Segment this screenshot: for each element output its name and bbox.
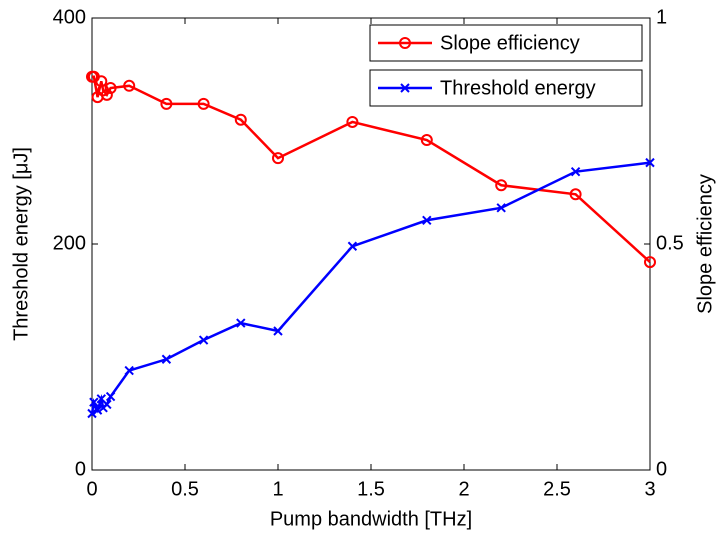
point — [197, 97, 210, 110]
point — [104, 82, 117, 95]
y-tick-label: 400 — [53, 6, 86, 28]
y2-axis-label: Slope efficiency — [694, 174, 716, 314]
point — [569, 188, 582, 201]
point — [198, 335, 209, 345]
point — [236, 318, 246, 328]
y-tick-label: 0 — [75, 458, 86, 480]
point — [644, 256, 656, 269]
point — [422, 215, 432, 225]
point — [272, 152, 284, 165]
x-tick-label: 2 — [458, 478, 469, 500]
x-tick-label: 2.5 — [543, 478, 571, 500]
x-tick-label: 1 — [272, 478, 283, 500]
point — [105, 391, 116, 402]
point — [420, 134, 433, 147]
point — [496, 203, 506, 213]
point — [89, 397, 99, 407]
point — [495, 179, 508, 192]
point — [347, 241, 358, 251]
legend-marker — [400, 83, 410, 93]
y-axis-label: Threshold energy [μJ] — [10, 147, 32, 341]
point — [123, 79, 136, 92]
point — [100, 88, 113, 101]
point — [346, 115, 359, 128]
legend-label: Slope efficiency — [440, 32, 580, 54]
legend-marker — [399, 37, 411, 49]
point — [273, 326, 283, 336]
point — [102, 399, 112, 410]
point — [124, 365, 134, 376]
point — [161, 354, 172, 364]
point — [92, 405, 103, 415]
y2-tick-label: 0.5 — [656, 232, 684, 254]
point — [160, 97, 173, 110]
point — [645, 157, 655, 168]
x-axis-label: Pump bandwidth [THz] — [270, 508, 472, 530]
point — [570, 166, 581, 177]
point — [234, 113, 247, 126]
x-tick-label: 1.5 — [357, 478, 385, 500]
x-tick-label: 3 — [644, 478, 655, 500]
y2-tick-label: 1 — [656, 6, 667, 28]
point — [87, 408, 97, 419]
y-tick-label: 200 — [53, 232, 86, 254]
legend-label: Threshold energy — [440, 77, 596, 99]
x-tick-label: 0 — [86, 478, 97, 500]
y2-tick-label: 0 — [656, 458, 667, 480]
x-tick-label: 0.5 — [171, 478, 199, 500]
